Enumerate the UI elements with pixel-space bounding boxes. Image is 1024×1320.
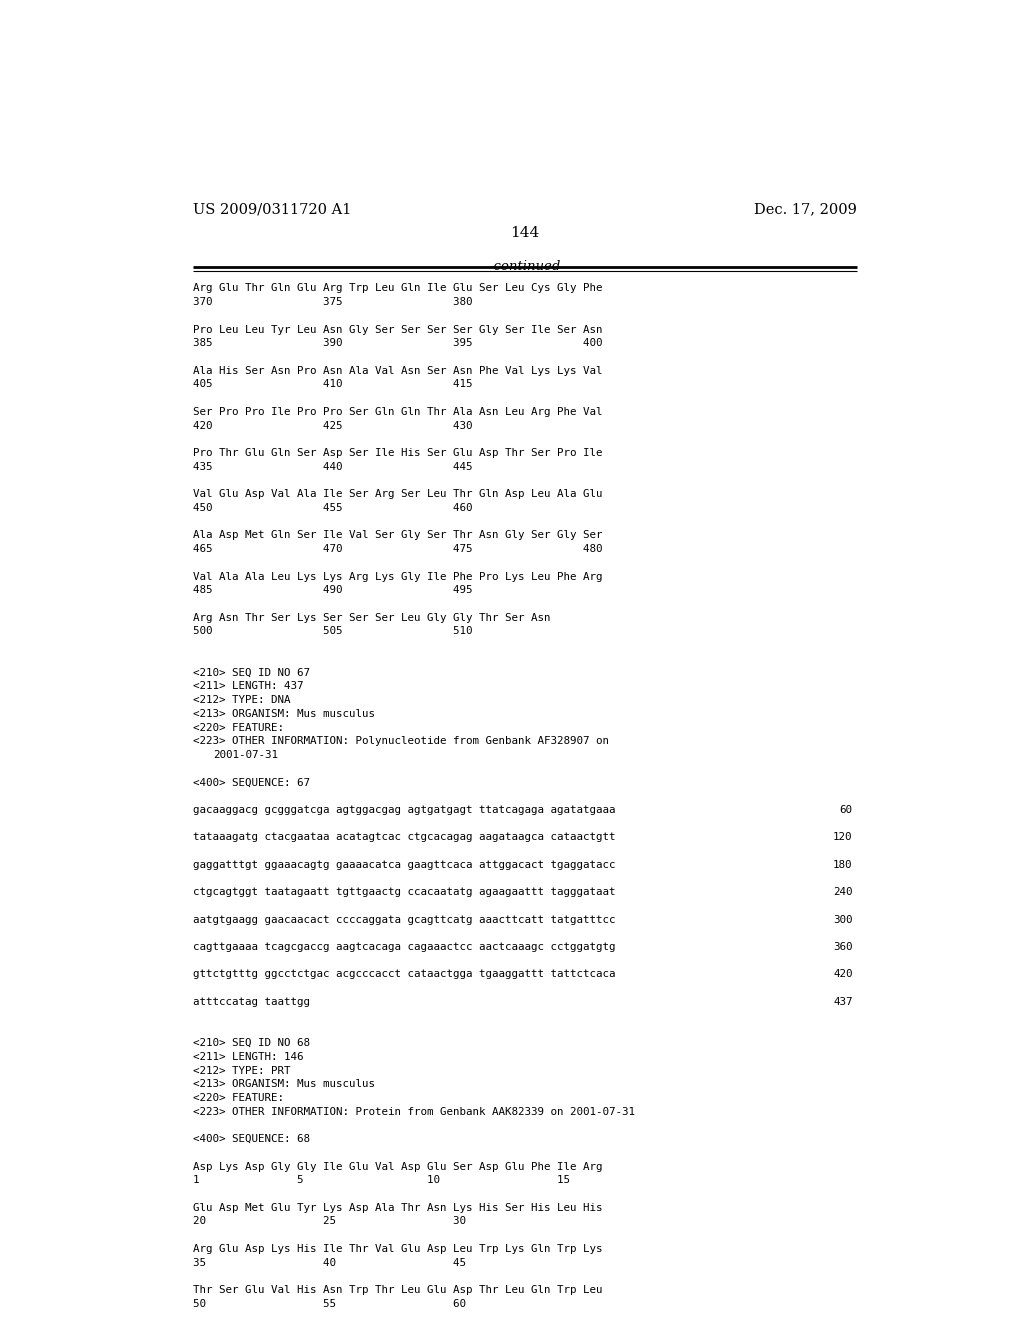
Text: Ser Pro Pro Ile Pro Pro Ser Gln Gln Thr Ala Asn Leu Arg Phe Val: Ser Pro Pro Ile Pro Pro Ser Gln Gln Thr … (194, 407, 602, 417)
Text: <212> TYPE: DNA: <212> TYPE: DNA (194, 696, 291, 705)
Text: <213> ORGANISM: Mus musculus: <213> ORGANISM: Mus musculus (194, 1080, 375, 1089)
Text: <211> LENGTH: 437: <211> LENGTH: 437 (194, 681, 303, 692)
Text: 60: 60 (840, 805, 853, 814)
Text: tataaagatg ctacgaataa acatagtcac ctgcacagag aagataagca cataactgtt: tataaagatg ctacgaataa acatagtcac ctgcaca… (194, 833, 615, 842)
Text: ctgcagtggt taatagaatt tgttgaactg ccacaatatg agaagaattt tagggataat: ctgcagtggt taatagaatt tgttgaactg ccacaat… (194, 887, 615, 898)
Text: Arg Glu Asp Lys His Ile Thr Val Glu Asp Leu Trp Lys Gln Trp Lys: Arg Glu Asp Lys His Ile Thr Val Glu Asp … (194, 1243, 602, 1254)
Text: <220> FEATURE:: <220> FEATURE: (194, 722, 284, 733)
Text: Thr Ser Glu Val His Asn Trp Thr Leu Glu Asp Thr Leu Gln Trp Leu: Thr Ser Glu Val His Asn Trp Thr Leu Glu … (194, 1286, 602, 1295)
Text: 437: 437 (834, 997, 853, 1007)
Text: 300: 300 (834, 915, 853, 924)
Text: cagttgaaaa tcagcgaccg aagtcacaga cagaaactcc aactcaaagc cctggatgtg: cagttgaaaa tcagcgaccg aagtcacaga cagaaac… (194, 942, 615, 952)
Text: 385                 390                 395                 400: 385 390 395 400 (194, 338, 602, 348)
Text: aatgtgaagg gaacaacact ccccaggata gcagttcatg aaacttcatt tatgatttcc: aatgtgaagg gaacaacact ccccaggata gcagttc… (194, 915, 615, 924)
Text: atttccatag taattgg: atttccatag taattgg (194, 997, 310, 1007)
Text: <400> SEQUENCE: 67: <400> SEQUENCE: 67 (194, 777, 310, 788)
Text: 1               5                   10                  15: 1 5 10 15 (194, 1175, 570, 1185)
Text: <213> ORGANISM: Mus musculus: <213> ORGANISM: Mus musculus (194, 709, 375, 719)
Text: 20                  25                  30: 20 25 30 (194, 1217, 466, 1226)
Text: Arg Glu Thr Gln Glu Arg Trp Leu Gln Ile Glu Ser Leu Cys Gly Phe: Arg Glu Thr Gln Glu Arg Trp Leu Gln Ile … (194, 284, 602, 293)
Text: US 2009/0311720 A1: US 2009/0311720 A1 (194, 202, 351, 216)
Text: <223> OTHER INFORMATION: Polynucleotide from Genbank AF328907 on: <223> OTHER INFORMATION: Polynucleotide … (194, 737, 609, 746)
Text: 405                 410                 415: 405 410 415 (194, 379, 472, 389)
Text: Val Ala Ala Leu Lys Lys Arg Lys Gly Ile Phe Pro Lys Leu Phe Arg: Val Ala Ala Leu Lys Lys Arg Lys Gly Ile … (194, 572, 602, 582)
Text: 180: 180 (834, 859, 853, 870)
Text: <400> SEQUENCE: 68: <400> SEQUENCE: 68 (194, 1134, 310, 1144)
Text: 420                 425                 430: 420 425 430 (194, 421, 472, 430)
Text: <220> FEATURE:: <220> FEATURE: (194, 1093, 284, 1104)
Text: 50                  55                  60: 50 55 60 (194, 1299, 466, 1309)
Text: Arg Asn Thr Ser Lys Ser Ser Ser Leu Gly Gly Thr Ser Asn: Arg Asn Thr Ser Lys Ser Ser Ser Leu Gly … (194, 612, 551, 623)
Text: <223> OTHER INFORMATION: Protein from Genbank AAK82339 on 2001-07-31: <223> OTHER INFORMATION: Protein from Ge… (194, 1106, 635, 1117)
Text: 435                 440                 445: 435 440 445 (194, 462, 472, 471)
Text: <210> SEQ ID NO 68: <210> SEQ ID NO 68 (194, 1038, 310, 1048)
Text: 500                 505                 510: 500 505 510 (194, 627, 472, 636)
Text: -continued: -continued (489, 260, 560, 273)
Text: 240: 240 (834, 887, 853, 898)
Text: Ala Asp Met Gln Ser Ile Val Ser Gly Ser Thr Asn Gly Ser Gly Ser: Ala Asp Met Gln Ser Ile Val Ser Gly Ser … (194, 531, 602, 540)
Text: 120: 120 (834, 833, 853, 842)
Text: Pro Leu Leu Tyr Leu Asn Gly Ser Ser Ser Ser Gly Ser Ile Ser Asn: Pro Leu Leu Tyr Leu Asn Gly Ser Ser Ser … (194, 325, 602, 334)
Text: 485                 490                 495: 485 490 495 (194, 585, 472, 595)
Text: 144: 144 (510, 227, 540, 240)
Text: Asp Lys Asp Gly Gly Ile Glu Val Asp Glu Ser Asp Glu Phe Ile Arg: Asp Lys Asp Gly Gly Ile Glu Val Asp Glu … (194, 1162, 602, 1172)
Text: Dec. 17, 2009: Dec. 17, 2009 (754, 202, 856, 216)
Text: 450                 455                 460: 450 455 460 (194, 503, 472, 513)
Text: 360: 360 (834, 942, 853, 952)
Text: <210> SEQ ID NO 67: <210> SEQ ID NO 67 (194, 668, 310, 677)
Text: gacaaggacg gcgggatcga agtggacgag agtgatgagt ttatcagaga agatatgaaa: gacaaggacg gcgggatcga agtggacgag agtgatg… (194, 805, 615, 814)
Text: gaggatttgt ggaaacagtg gaaaacatca gaagttcaca attggacact tgaggatacc: gaggatttgt ggaaacagtg gaaaacatca gaagttc… (194, 859, 615, 870)
Text: 465                 470                 475                 480: 465 470 475 480 (194, 544, 602, 554)
Text: 35                  40                  45: 35 40 45 (194, 1258, 466, 1267)
Text: 420: 420 (834, 969, 853, 979)
Text: Ala His Ser Asn Pro Asn Ala Val Asn Ser Asn Phe Val Lys Lys Val: Ala His Ser Asn Pro Asn Ala Val Asn Ser … (194, 366, 602, 376)
Text: Glu Asp Met Glu Tyr Lys Asp Ala Thr Asn Lys His Ser His Leu His: Glu Asp Met Glu Tyr Lys Asp Ala Thr Asn … (194, 1203, 602, 1213)
Text: 370                 375                 380: 370 375 380 (194, 297, 472, 308)
Text: Pro Thr Glu Gln Ser Asp Ser Ile His Ser Glu Asp Thr Ser Pro Ile: Pro Thr Glu Gln Ser Asp Ser Ile His Ser … (194, 447, 602, 458)
Text: gttctgtttg ggcctctgac acgcccacct cataactgga tgaaggattt tattctcaca: gttctgtttg ggcctctgac acgcccacct cataact… (194, 969, 615, 979)
Text: Val Glu Asp Val Ala Ile Ser Arg Ser Leu Thr Gln Asp Leu Ala Glu: Val Glu Asp Val Ala Ile Ser Arg Ser Leu … (194, 490, 602, 499)
Text: <212> TYPE: PRT: <212> TYPE: PRT (194, 1065, 291, 1076)
Text: 2001-07-31: 2001-07-31 (213, 750, 278, 760)
Text: <211> LENGTH: 146: <211> LENGTH: 146 (194, 1052, 303, 1061)
